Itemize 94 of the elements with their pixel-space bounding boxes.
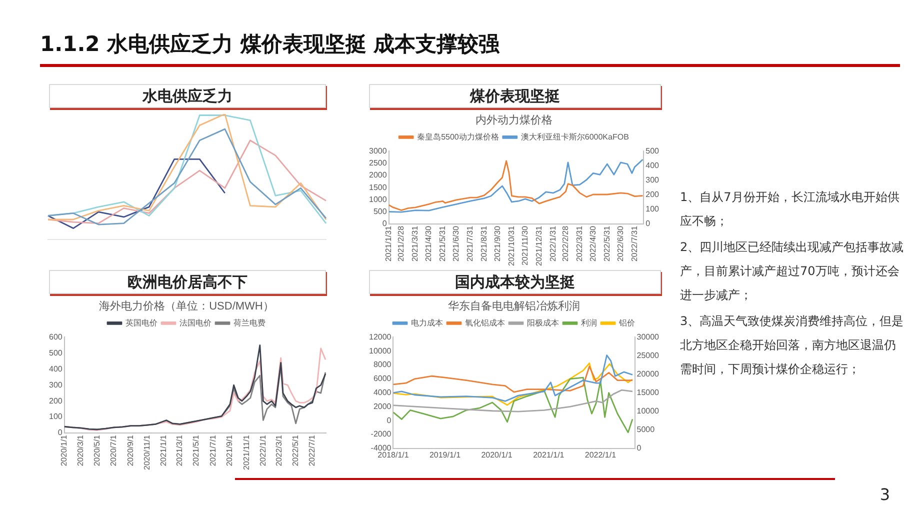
x-tick-label: 2022/6/30 [616, 225, 625, 262]
y2-tick-label: 5000 [636, 425, 656, 434]
x-tick-label: 2020/11/1 [142, 434, 152, 470]
text: 1、自从7月份开始，长江流域水电开始供应不畅； [680, 189, 900, 230]
y-tick-label: 300 [48, 380, 63, 390]
x-tick-label: 2021/6/30 [452, 225, 461, 262]
x-tick-label: 2021/5/1 [192, 434, 201, 466]
y2-tick-label: 30000 [636, 332, 660, 342]
chart-title: 国内成本较为坚挺 [369, 270, 661, 294]
x-tick-label: 2020/5/1 [92, 434, 102, 466]
x-tick-label: 2022/3/1 [274, 434, 284, 466]
y-tick-label: 6000 [373, 374, 392, 384]
x-tick-label: 2022/2/28 [560, 225, 570, 262]
y-tick-label: 1500 [369, 182, 388, 192]
x-tick-label: 2020/3/1 [76, 434, 85, 466]
x-tick-label: 2022/7/1 [308, 434, 317, 466]
legend-label: 铝价 [618, 318, 635, 328]
x-tick-label: 2021/7/1 [208, 434, 218, 466]
y-tick-label: 4000 [373, 388, 392, 398]
text: 1.1.2 水电供应乏力 煤价表现坚挺 成本支撑较强 [40, 31, 500, 58]
x-tick-label: 2019/1/1 [429, 450, 462, 460]
y-tick-label: 3000 [369, 146, 388, 156]
x-tick-label: 2022/7/31 [630, 225, 639, 262]
y-tick-label: 1000 [369, 194, 388, 204]
x-tick-label: 2021/12/31 [534, 225, 544, 266]
y-tick-label: 500 [373, 207, 388, 216]
x-tick-label: 2021/4/30 [424, 225, 434, 262]
y-tick-label: 100 [48, 412, 63, 422]
x-tick-label: 2021/11/30 [520, 225, 530, 266]
legend-label: 荷兰电费 [234, 318, 266, 328]
y-tick-label: -2000 [370, 430, 392, 439]
x-tick-label: 2022/3/31 [574, 225, 584, 262]
legend-label: 电力成本 [411, 318, 443, 328]
legend-label: 秦皇岛5500动力煤价格 [417, 132, 499, 142]
text: 3、高温天气致使煤炭消费维持高位，但是北方地区企稳开始回落，南方地区退温仍需时间，下周预计煤价企稳运行； [680, 313, 905, 378]
y-tick-label: 2500 [369, 158, 388, 168]
legend-label: 法国电价 [180, 318, 212, 328]
y2-tick-label: 0 [646, 219, 651, 228]
chart-title: 水电供应乏力 [49, 84, 326, 108]
y2-tick-label: 400 [646, 160, 660, 170]
x-tick-label: 2020/7/1 [109, 434, 118, 466]
x-tick-label: 2020/9/1 [126, 434, 135, 466]
x-tick-label: 2018/1/1 [378, 450, 410, 460]
y-tick-label: 2000 [369, 170, 388, 180]
chart-subtitle: 海外电力价格（单位：USD/MWH） [99, 300, 274, 313]
x-tick-label: 2022/5/1 [291, 434, 300, 466]
y-tick-label: 8000 [373, 360, 392, 370]
x-tick-label: 2021/8/31 [479, 225, 488, 262]
y2-tick-label: 20000 [636, 369, 660, 378]
x-tick-label: 2022/4/30 [588, 225, 598, 262]
chart-title: 欧洲电价居高不下 [49, 270, 326, 294]
x-tick-label: 2021/9/30 [492, 225, 502, 262]
chart-subtitle: 华东自备电电解铝冶炼利润 [448, 300, 580, 313]
x-tick-label: 2021/7/31 [466, 225, 474, 262]
legend-label: 澳大利亚纽卡斯尔6000KaFOB [520, 132, 629, 142]
y-tick-label: 200 [48, 396, 63, 406]
chart-subtitle: 内外动力煤价格 [476, 114, 552, 127]
y-tick-label: 0 [386, 416, 392, 425]
y2-tick-label: 10000 [636, 406, 660, 416]
x-tick-label: 2021/3/1 [175, 434, 184, 466]
x-tick-label: 2021/2/28 [396, 225, 406, 262]
y-tick-label: 12000 [368, 332, 392, 342]
x-tick-label: 2021/9/1 [225, 434, 234, 466]
y2-tick-label: 15000 [636, 388, 660, 398]
y2-tick-label: 100 [646, 204, 660, 214]
x-tick-label: 2021/5/31 [438, 225, 448, 262]
y-tick-label: 400 [48, 364, 63, 374]
legend-label: 氧化铝成本 [465, 318, 505, 328]
x-tick-label: 2022/1/1 [258, 434, 268, 466]
y-tick-label: 2000 [373, 402, 392, 411]
x-tick-label: 2022/1/31 [548, 225, 558, 262]
y-tick-label: 500 [48, 348, 63, 358]
y2-tick-label: 300 [646, 176, 660, 185]
x-tick-label: 2021/11/1 [242, 434, 251, 470]
x-tick-label: 2021/1/1 [159, 434, 168, 466]
x-tick-label: 2022/5/31 [602, 225, 612, 262]
y2-tick-label: 500 [646, 146, 660, 156]
x-tick-label: 2020/1/1 [481, 450, 513, 460]
legend-label: 英国电价 [126, 318, 158, 328]
text: 2、四川地区已经陆续出现减产包括事故减产，目前累计减产超过70万吨，预计还会进一步减产； [680, 239, 905, 304]
text: 3 [880, 485, 890, 504]
legend-label: 阳极成本 [527, 318, 559, 328]
y2-tick-label: 25000 [636, 350, 660, 360]
y-tick-label: 600 [48, 332, 63, 342]
x-tick-label: 2021/10/31 [506, 225, 516, 266]
legend-label: 利润 [581, 318, 597, 328]
y2-tick-label: 0 [636, 444, 642, 453]
y2-tick-label: 200 [646, 190, 660, 200]
x-tick-label: 2022/1/1 [584, 450, 617, 460]
y-tick-label: 10000 [368, 346, 392, 356]
x-tick-label: 2021/3/31 [410, 225, 420, 262]
chart-title: 煤价表现坚挺 [369, 84, 661, 108]
y-tick-label: -4000 [370, 444, 392, 453]
x-tick-label: 2021/1/1 [533, 450, 565, 460]
